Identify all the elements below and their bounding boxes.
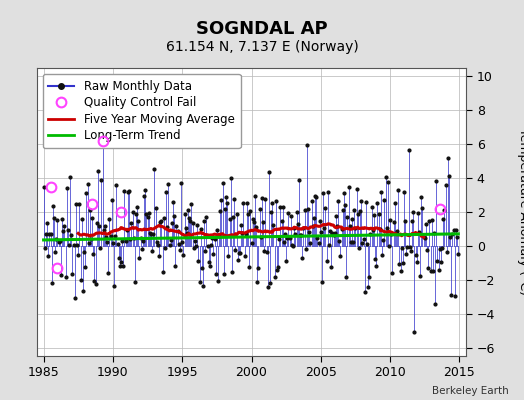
Y-axis label: Temperature Anomaly (°C): Temperature Anomaly (°C)	[517, 128, 524, 296]
Text: Berkeley Earth: Berkeley Earth	[432, 386, 508, 396]
Text: SOGNDAL AP: SOGNDAL AP	[196, 20, 328, 38]
Legend: Raw Monthly Data, Quality Control Fail, Five Year Moving Average, Long-Term Tren: Raw Monthly Data, Quality Control Fail, …	[42, 74, 241, 148]
Text: 61.154 N, 7.137 E (Norway): 61.154 N, 7.137 E (Norway)	[166, 40, 358, 54]
